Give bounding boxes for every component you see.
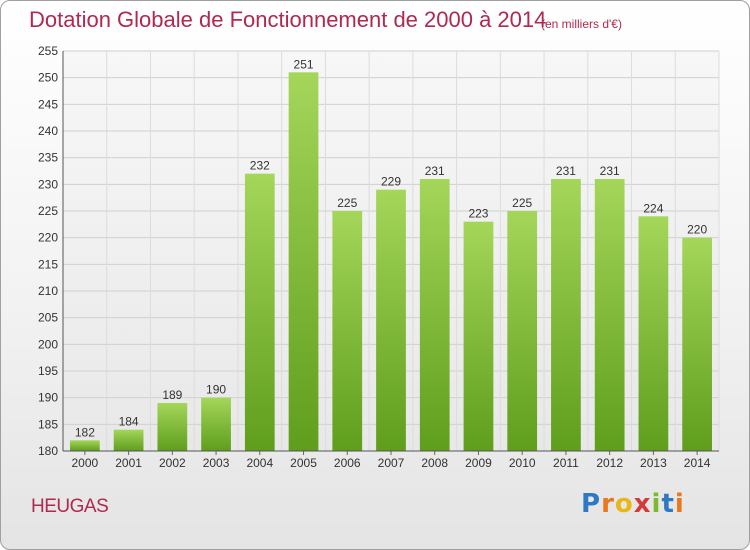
y-tick-label: 255 <box>38 44 58 58</box>
y-tick-label: 225 <box>38 204 58 218</box>
y-tick-label: 190 <box>38 391 58 405</box>
bar <box>69 440 100 451</box>
data-label: 231 <box>425 164 445 178</box>
x-tick-label: 2003 <box>203 456 230 470</box>
chart-title: Dotation Globale de Fonctionnement de 20… <box>29 7 547 32</box>
data-label: 229 <box>381 175 401 189</box>
y-tick-label: 195 <box>38 364 58 378</box>
data-label: 220 <box>687 223 707 237</box>
data-label: 190 <box>206 383 226 397</box>
logo-letter: P <box>581 489 602 519</box>
proxiti-logo: Proxiti <box>581 489 685 519</box>
data-label: 251 <box>294 57 314 71</box>
y-tick-label: 230 <box>38 177 58 191</box>
x-tick-label: 2008 <box>421 456 448 470</box>
logo-letter: i <box>651 489 662 519</box>
data-label: 231 <box>600 164 620 178</box>
x-tick-label: 2012 <box>596 456 623 470</box>
x-tick-label: 2006 <box>334 456 361 470</box>
logo-letter: o <box>614 489 634 519</box>
y-tick-label: 200 <box>38 337 58 351</box>
y-tick-label: 185 <box>38 417 58 431</box>
data-label: 232 <box>250 159 270 173</box>
y-tick-label: 180 <box>38 444 58 458</box>
data-label: 225 <box>512 196 532 210</box>
y-tick-label: 205 <box>38 311 58 325</box>
bar <box>507 211 538 451</box>
x-tick-label: 2002 <box>159 456 186 470</box>
bar <box>463 221 494 451</box>
x-tick-label: 2004 <box>246 456 273 470</box>
x-tick-label: 2007 <box>378 456 405 470</box>
logo-letter: x <box>633 489 652 519</box>
data-label: 189 <box>162 388 182 402</box>
axes: 180 185 190 195 200 205 210 215 220 225 230 235 240 2… <box>38 44 719 470</box>
data-label: 224 <box>643 201 663 215</box>
value-labels: 182 184 189 190 232 251 225 229 231 223 225 231 231 2… <box>75 57 708 439</box>
y-tick-label: 220 <box>38 231 58 245</box>
logo-letter: i <box>674 489 685 519</box>
y-tick-label: 240 <box>38 124 58 138</box>
data-label: 223 <box>468 207 488 221</box>
logo-letter: r <box>601 489 615 519</box>
bars <box>69 72 713 451</box>
x-tick-label: 2000 <box>72 456 99 470</box>
y-tick-label: 250 <box>38 71 58 85</box>
bar <box>244 173 275 451</box>
y-tick-label: 245 <box>38 97 58 111</box>
bar <box>594 179 625 451</box>
data-label: 225 <box>337 196 357 210</box>
data-label: 182 <box>75 425 95 439</box>
x-tick-label: 2001 <box>115 456 142 470</box>
bar <box>157 403 188 451</box>
bar <box>419 179 450 451</box>
y-tick-label: 215 <box>38 257 58 271</box>
bar <box>113 429 144 451</box>
y-tick-label: 235 <box>38 151 58 165</box>
x-tick-label: 2005 <box>290 456 317 470</box>
bar <box>682 237 713 451</box>
x-tick-label: 2011 <box>553 456 579 470</box>
bar <box>551 179 581 451</box>
bar <box>201 397 231 451</box>
x-tick-label: 2010 <box>509 456 536 470</box>
x-tick-label: 2013 <box>640 456 667 470</box>
chart-subtitle: (en milliers d'€) <box>541 17 622 31</box>
x-tick-label: 2009 <box>465 456 492 470</box>
logo-letter: t <box>661 489 675 519</box>
data-label: 231 <box>556 164 576 178</box>
bar <box>638 216 669 451</box>
bar <box>376 189 406 451</box>
x-tick-label: 2014 <box>684 456 711 470</box>
location-label: HEUGAS <box>31 496 109 517</box>
y-tick-label: 210 <box>38 284 58 298</box>
data-label: 184 <box>119 415 139 429</box>
bar <box>288 72 319 451</box>
bar <box>332 211 363 451</box>
